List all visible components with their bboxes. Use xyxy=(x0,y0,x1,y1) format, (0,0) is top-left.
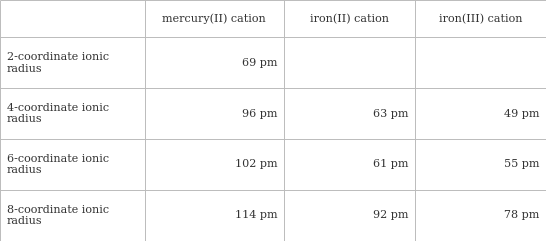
Text: 78 pm: 78 pm xyxy=(504,210,539,221)
Text: 61 pm: 61 pm xyxy=(373,160,408,169)
Text: 63 pm: 63 pm xyxy=(373,109,408,119)
Text: 2-coordinate ionic
radius: 2-coordinate ionic radius xyxy=(7,52,109,74)
Text: 69 pm: 69 pm xyxy=(242,58,277,68)
Text: 96 pm: 96 pm xyxy=(242,109,277,119)
Text: 102 pm: 102 pm xyxy=(235,160,277,169)
Text: 8-coordinate ionic
radius: 8-coordinate ionic radius xyxy=(7,205,109,226)
Text: 114 pm: 114 pm xyxy=(235,210,277,221)
Text: mercury(II) cation: mercury(II) cation xyxy=(162,13,266,24)
Text: 4-coordinate ionic
radius: 4-coordinate ionic radius xyxy=(7,103,109,124)
Text: 92 pm: 92 pm xyxy=(373,210,408,221)
Text: 55 pm: 55 pm xyxy=(504,160,539,169)
Text: iron(II) cation: iron(II) cation xyxy=(310,13,389,24)
Text: iron(III) cation: iron(III) cation xyxy=(439,13,522,24)
Text: 49 pm: 49 pm xyxy=(504,109,539,119)
Text: 6-coordinate ionic
radius: 6-coordinate ionic radius xyxy=(7,154,109,175)
